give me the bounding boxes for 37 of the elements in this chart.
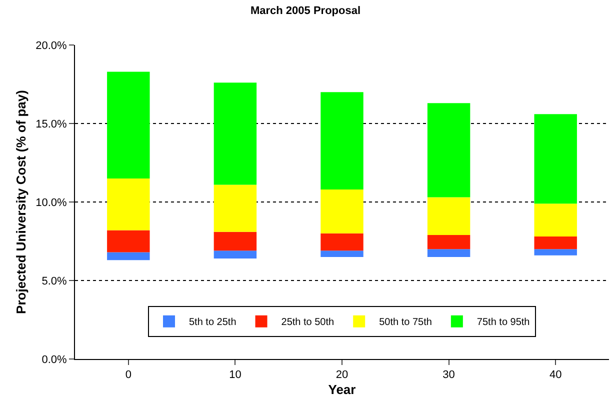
bar [214, 82, 257, 185]
y-tick-label: 15.0% [36, 118, 68, 130]
bar [214, 232, 257, 251]
y-axis-title: Projected University Cost (% of pay) [14, 90, 29, 314]
x-axis-title: Year [328, 382, 356, 397]
bar [534, 204, 577, 237]
bar [214, 250, 257, 259]
bar [427, 249, 470, 257]
bar [107, 72, 150, 178]
chart-title: March 2005 Proposal [250, 4, 361, 17]
x-tick-label: 20 [336, 369, 348, 382]
x-tick-label: 0 [125, 369, 132, 382]
bar [107, 178, 150, 230]
bar [214, 184, 257, 232]
y-tick-label: 5.0% [42, 275, 68, 288]
x-tick-label: 10 [229, 369, 242, 382]
legend-label: 75th to 95th [476, 317, 530, 328]
bar [427, 197, 470, 235]
bar [320, 92, 364, 190]
legend-label: 50th to 75th [379, 317, 432, 328]
bar [427, 234, 470, 250]
x-tick-label: 30 [442, 369, 455, 382]
x-tick-label: 40 [549, 369, 562, 382]
legend-label: 5th to 25th [189, 317, 236, 328]
bar [320, 250, 364, 257]
bar [534, 249, 577, 256]
y-tick-label: 10.0% [36, 196, 68, 209]
bar [107, 252, 150, 260]
y-tick-label: 20.0% [36, 40, 68, 52]
bar [534, 236, 577, 250]
legend-label: 25th to 50th [281, 317, 334, 328]
bar [320, 189, 364, 234]
bar [107, 230, 150, 252]
bar [534, 114, 577, 204]
bar [320, 233, 364, 251]
bar [427, 103, 470, 198]
y-tick-label: 0.0% [42, 354, 68, 366]
